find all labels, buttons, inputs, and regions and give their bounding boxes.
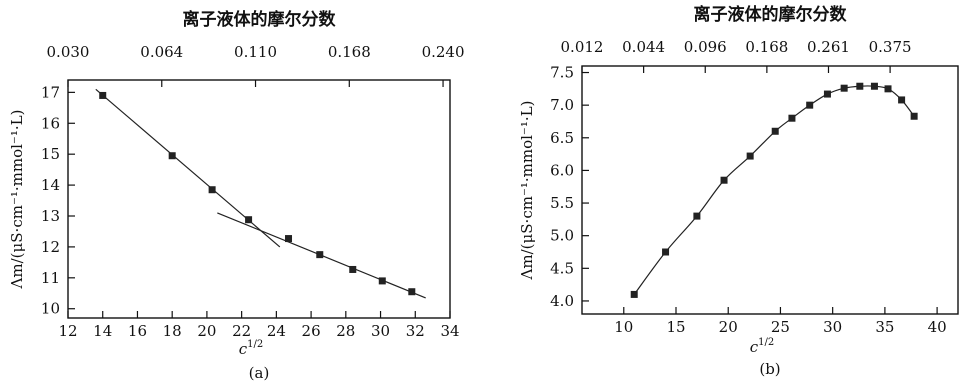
- chart-panel-a: 12 14 16 18 20 22 24 26 28 30 32 34 10 11 12 13 14 15 16 17…: [8, 9, 465, 382]
- x-tick-label: 22: [232, 322, 251, 340]
- x-tick-label: 12: [58, 322, 77, 340]
- data-point: [806, 101, 814, 109]
- y-tick-label: 6.5: [550, 129, 574, 147]
- y-tick-label: 15: [41, 145, 60, 163]
- fit-curve: [633, 85, 915, 295]
- data-point: [285, 235, 293, 243]
- x-axis-label: c1/2: [750, 337, 775, 356]
- data-point: [630, 290, 638, 298]
- x-tick-label: 32: [406, 322, 425, 340]
- top-tick-label: 0.030: [47, 43, 90, 61]
- y-tick-label: 5.5: [550, 194, 574, 212]
- y-tick-label: 4.0: [550, 292, 574, 310]
- x-tick-label: 14: [93, 322, 112, 340]
- x-tick-label: 24: [267, 322, 286, 340]
- data-point: [662, 248, 670, 256]
- x-tick-label: 34: [440, 322, 459, 340]
- x-tick-label: 30: [371, 322, 390, 340]
- top-tick-label: 0.375: [869, 38, 912, 56]
- plot-frame: [581, 65, 959, 315]
- data-point: [378, 277, 386, 285]
- chart-title: 离子液体的摩尔分数: [183, 9, 337, 30]
- chart-panel-b: 10 15 20 25 30 35 40 4.0 4.5 5.0 5.5 6.0 6.5 7.0 7.5 0.…: [518, 4, 959, 378]
- x-tick-label: 20: [719, 318, 738, 336]
- top-tick-label: 0.240: [422, 43, 465, 61]
- x-tick-label: 20: [197, 322, 216, 340]
- x-tick-label: 10: [614, 318, 633, 336]
- panel-caption: (b): [759, 360, 780, 378]
- y-tick-label: 17: [41, 83, 60, 101]
- y-tick-label: 14: [41, 176, 60, 194]
- y-tick-label: 12: [41, 238, 60, 256]
- x-tick-label: 28: [336, 322, 355, 340]
- y-tick-label: 13: [41, 207, 60, 225]
- data-point: [771, 127, 779, 135]
- data-point: [693, 212, 701, 220]
- y-tick-label: 11: [41, 269, 60, 287]
- x-tick-label: 30: [823, 318, 842, 336]
- y-tick-label: 7.5: [550, 64, 574, 82]
- data-point: [208, 186, 216, 194]
- data-point: [746, 152, 754, 160]
- data-point: [898, 96, 906, 104]
- x-tick-label: 25: [771, 318, 790, 336]
- top-tick-label: 0.064: [140, 43, 183, 61]
- data-point: [856, 82, 864, 90]
- x-tick-label: 40: [928, 318, 947, 336]
- x-tick-label: 18: [163, 322, 182, 340]
- data-point: [99, 91, 107, 99]
- data-point: [788, 114, 796, 122]
- panel-caption: (a): [249, 364, 270, 382]
- data-point: [884, 85, 892, 93]
- x-tick-label: 35: [875, 318, 894, 336]
- y-tick-label: 10: [41, 300, 60, 318]
- fit-line: [95, 88, 281, 248]
- y-tick-label: 7.0: [550, 96, 574, 114]
- x-tick-label: 16: [128, 322, 147, 340]
- x-tick-label: 15: [666, 318, 685, 336]
- data-point: [168, 152, 176, 160]
- data-point: [349, 265, 357, 273]
- y-tick-label: 5.0: [550, 227, 574, 245]
- top-tick-label: 0.012: [561, 38, 604, 56]
- top-tick-label: 0.044: [622, 38, 665, 56]
- top-tick-label: 0.168: [745, 38, 788, 56]
- data-point: [408, 288, 416, 296]
- top-tick-label: 0.168: [328, 43, 371, 61]
- data-point: [245, 216, 253, 224]
- y-axis-label: Λm/(μS·cm⁻¹·mmol⁻¹·L): [518, 101, 536, 281]
- x-tick-label: 26: [302, 322, 321, 340]
- data-point: [823, 90, 831, 98]
- x-axis-label: c1/2: [239, 339, 264, 358]
- top-tick-label: 0.096: [684, 38, 727, 56]
- chart-title: 离子液体的摩尔分数: [694, 4, 848, 25]
- y-tick-label: 16: [41, 114, 60, 132]
- top-tick-label: 0.261: [807, 38, 850, 56]
- y-tick-label: 4.5: [550, 259, 574, 277]
- plot-frame: [67, 79, 451, 319]
- data-point: [316, 251, 324, 259]
- data-point: [910, 112, 918, 120]
- y-axis-label: Λm/(μS·cm⁻¹·mmol⁻¹·L): [8, 110, 26, 290]
- top-tick-label: 0.110: [234, 43, 277, 61]
- data-point: [870, 82, 878, 90]
- data-point: [840, 84, 848, 92]
- y-tick-label: 6.0: [550, 161, 574, 179]
- data-point: [720, 176, 728, 184]
